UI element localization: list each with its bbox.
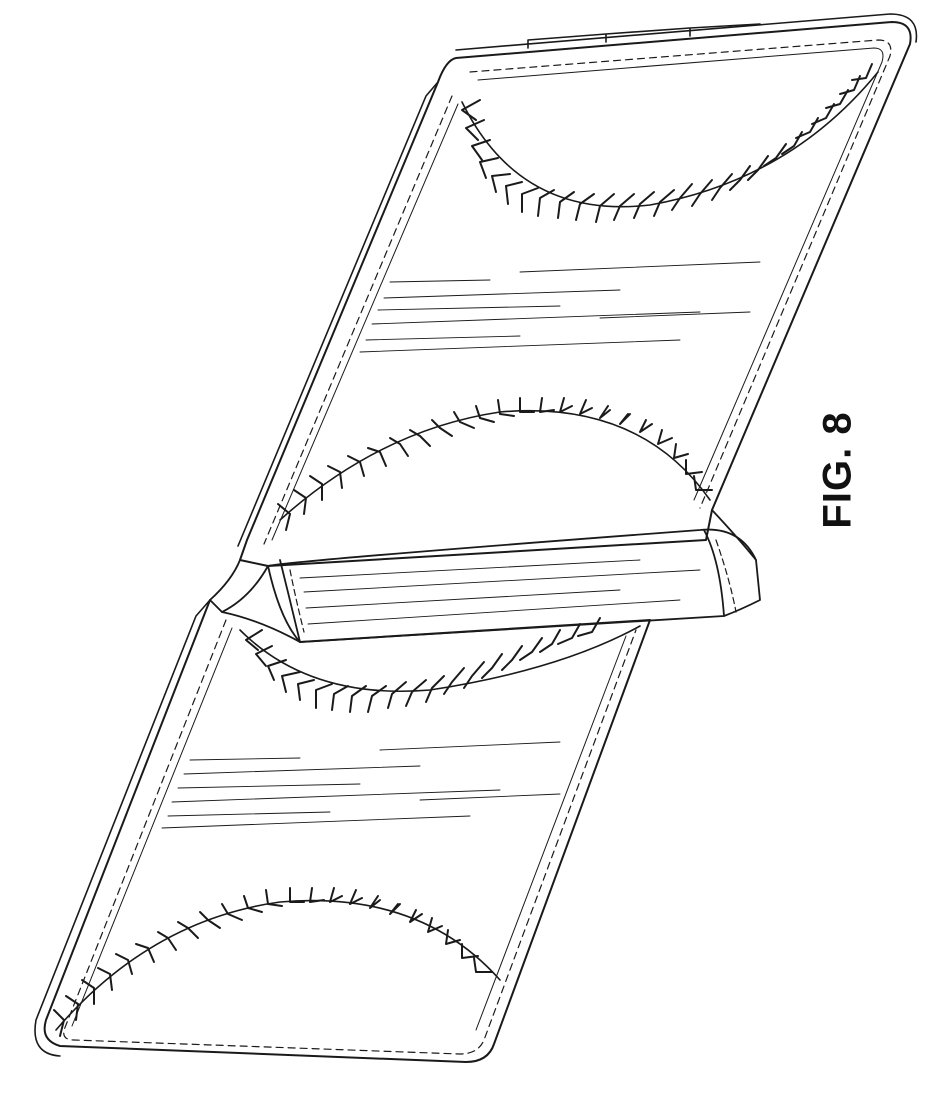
stitches-lower-seam-bottom: [54, 888, 492, 1036]
upper-shading: [360, 262, 760, 352]
upper-seam-bottom: [280, 411, 710, 520]
stitches-upper-seam-top: [462, 64, 872, 222]
hinge-fold: [210, 510, 760, 642]
lower-panel: [35, 600, 650, 1062]
figure-label: FIG. 8: [816, 411, 861, 528]
hinge-shading: [300, 560, 700, 624]
lower-shading: [162, 742, 560, 828]
lower-seam-bottom: [56, 901, 500, 1030]
hinge-stitch: [290, 540, 736, 632]
lower-border-stitch: [64, 620, 636, 1054]
upper-border-stitch: [264, 40, 891, 544]
stitches-upper-seam-bottom: [278, 398, 712, 530]
upper-seam-top: [462, 72, 878, 207]
